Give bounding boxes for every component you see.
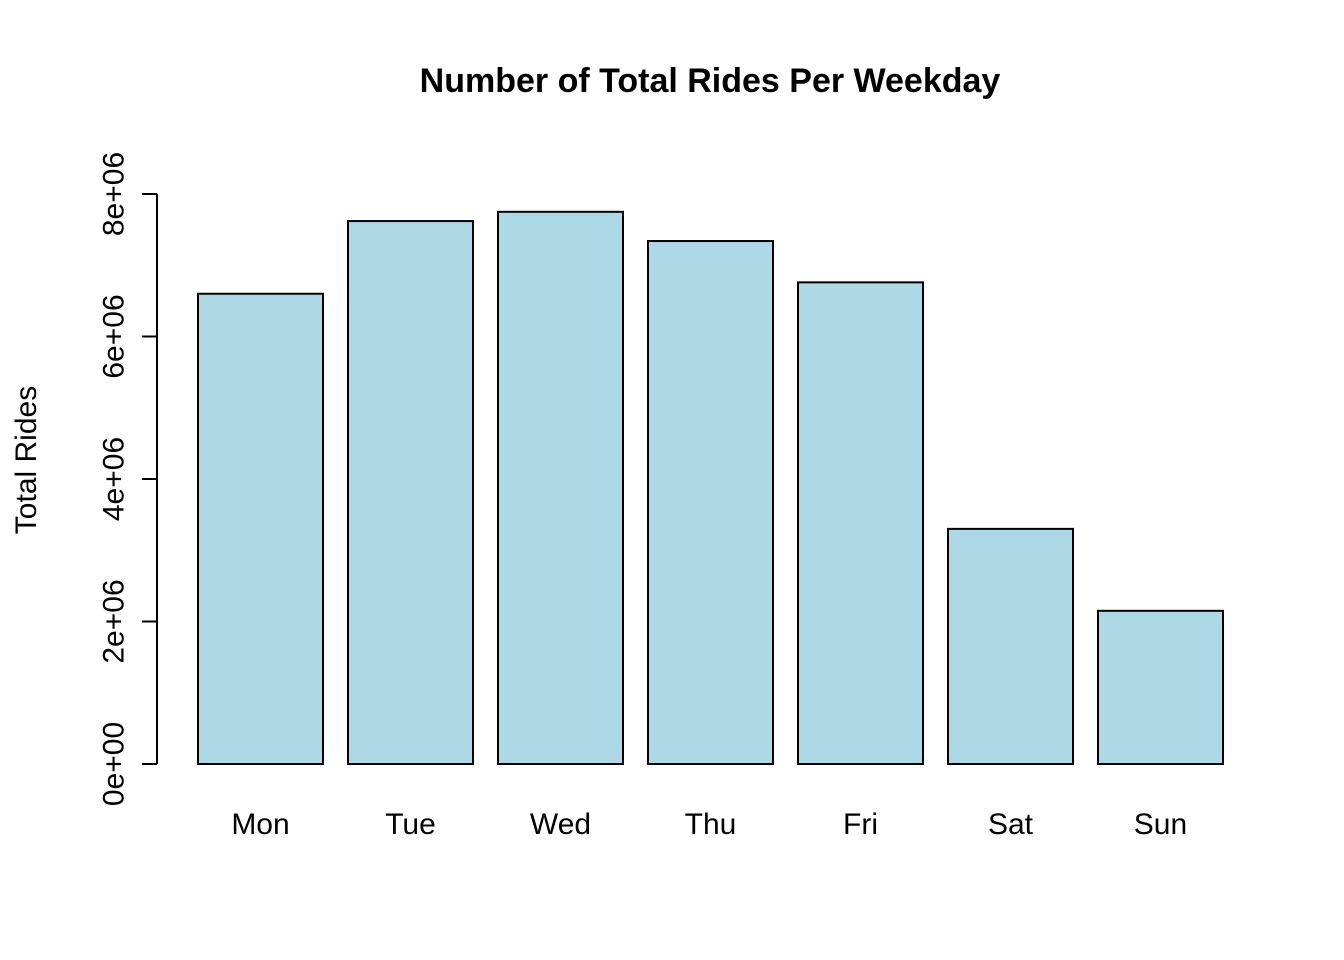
y-tick-label: 8e+06 <box>98 152 131 236</box>
y-tick-label: 0e+00 <box>98 722 131 806</box>
y-tick-label: 4e+06 <box>98 437 131 521</box>
bar-tue <box>347 220 474 765</box>
bar-fri <box>797 281 924 765</box>
bar-sat <box>947 527 1074 765</box>
chart-title: Number of Total Rides Per Weekday <box>420 62 1001 100</box>
x-axis-labels: Mon Tue Wed Thu Fri Sat Sun <box>231 808 1187 841</box>
bar-thu <box>647 240 774 765</box>
bar-wed <box>497 210 624 765</box>
x-tick-label-wed: Wed <box>530 808 591 841</box>
bar-sun <box>1097 609 1224 765</box>
x-tick-label-mon: Mon <box>231 808 289 841</box>
x-tick-label-sat: Sat <box>988 808 1034 841</box>
y-tick-label: 2e+06 <box>98 579 131 663</box>
x-tick-label-fri: Fri <box>843 808 878 841</box>
bar-mon <box>197 292 324 765</box>
y-axis: 0e+00 2e+06 4e+06 6e+06 8e+06 <box>98 152 158 806</box>
y-tick-label: 6e+06 <box>98 294 131 378</box>
x-tick-label-tue: Tue <box>385 808 436 841</box>
x-tick-label-sun: Sun <box>1134 808 1187 841</box>
bars-group <box>197 210 1224 765</box>
y-axis-label: Total Rides <box>10 386 43 534</box>
x-tick-label-thu: Thu <box>685 808 737 841</box>
